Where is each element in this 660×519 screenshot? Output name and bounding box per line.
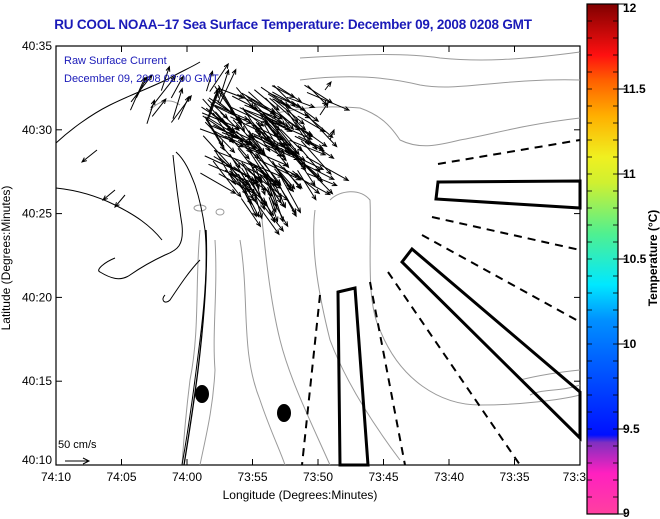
y-tick-label: 40:15 <box>22 374 52 388</box>
colorbar-tick-label: 10.5 <box>623 252 647 266</box>
x-tick-label: 74:10 <box>41 470 71 484</box>
colorbar-tick-label: 9 <box>623 506 630 519</box>
x-tick-label: 74:05 <box>106 470 136 484</box>
x-tick-label: 73:3 <box>563 470 587 484</box>
colorbar-tick-label: 9.5 <box>623 422 640 436</box>
x-tick-label: 74:00 <box>172 470 202 484</box>
x-tick-label: 73:55 <box>237 470 267 484</box>
colorbar-tick-label: 11 <box>623 167 636 181</box>
mooring-marker <box>277 404 291 422</box>
y-tick-label: 40:35 <box>22 39 52 53</box>
y-tick-label: 40:10 <box>22 453 52 467</box>
plot-frame <box>56 46 580 465</box>
colorbar-tick-label: 12 <box>623 1 637 15</box>
x-axis-label: Longitude (Degrees:Minutes) <box>223 488 378 502</box>
legend-line-1: Raw Surface Current <box>64 55 167 67</box>
colorbar-label: Temperature (°C) <box>646 210 660 307</box>
x-tick-label: 73:40 <box>434 470 464 484</box>
map-figure: Raw Surface Current December 09, 2008 02… <box>0 0 660 519</box>
colorbar-tick-label: 11.5 <box>623 82 646 96</box>
x-tick-label: 73:50 <box>303 470 333 484</box>
x-tick-label: 73:35 <box>499 470 529 484</box>
y-tick-label: 40:30 <box>22 123 52 137</box>
colorbar-tick-label: 10 <box>623 337 637 351</box>
x-tick-label: 73:45 <box>368 470 398 484</box>
scale-label: 50 cm/s <box>58 439 97 451</box>
mooring-marker <box>195 385 209 403</box>
legend-line-2: December 09, 2008 02:00 GMT <box>64 73 219 85</box>
y-tick-label: 40:25 <box>22 207 52 221</box>
y-axis-label: Latitude (Degrees:Minutes) <box>0 186 13 331</box>
y-tick-label: 40:20 <box>22 290 52 304</box>
